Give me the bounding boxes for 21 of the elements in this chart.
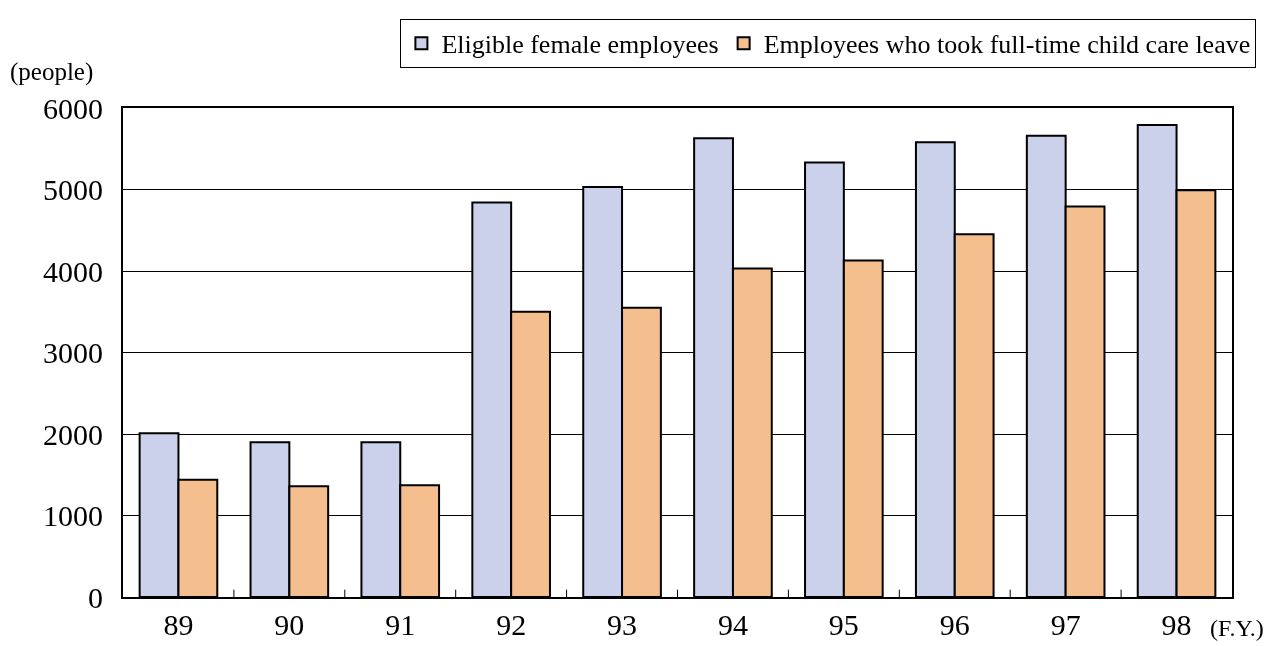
x-tick-label: 91: [385, 608, 416, 641]
y-tick-label: 0: [88, 580, 103, 614]
y-tick-label: 5000: [43, 173, 103, 206]
legend-label: Eligible female employees: [441, 30, 719, 60]
x-tick-label: 98: [1161, 608, 1192, 641]
x-tick-label: 94: [717, 608, 748, 641]
y-tick-label: 3000: [43, 336, 103, 369]
x-tick-label: 92: [496, 608, 527, 641]
y-tick-label: 6000: [43, 91, 103, 125]
x-tick-label: 89: [163, 608, 194, 641]
y-axis-title: (people): [10, 58, 94, 86]
x-axis-title: (F.Y.): [1210, 615, 1264, 641]
legend-label: Employees who took full-time child care leave: [763, 30, 1251, 60]
x-tick-label: 96: [939, 608, 970, 641]
y-tick-label: 4000: [43, 254, 103, 288]
y-tick-label: 1000: [43, 499, 103, 532]
x-tick-label: 93: [607, 608, 638, 641]
y-tick-label: 2000: [43, 417, 103, 451]
x-tick-label: 97: [1050, 608, 1081, 641]
x-tick-label: 90: [274, 608, 305, 641]
x-tick-label: 95: [828, 608, 859, 641]
